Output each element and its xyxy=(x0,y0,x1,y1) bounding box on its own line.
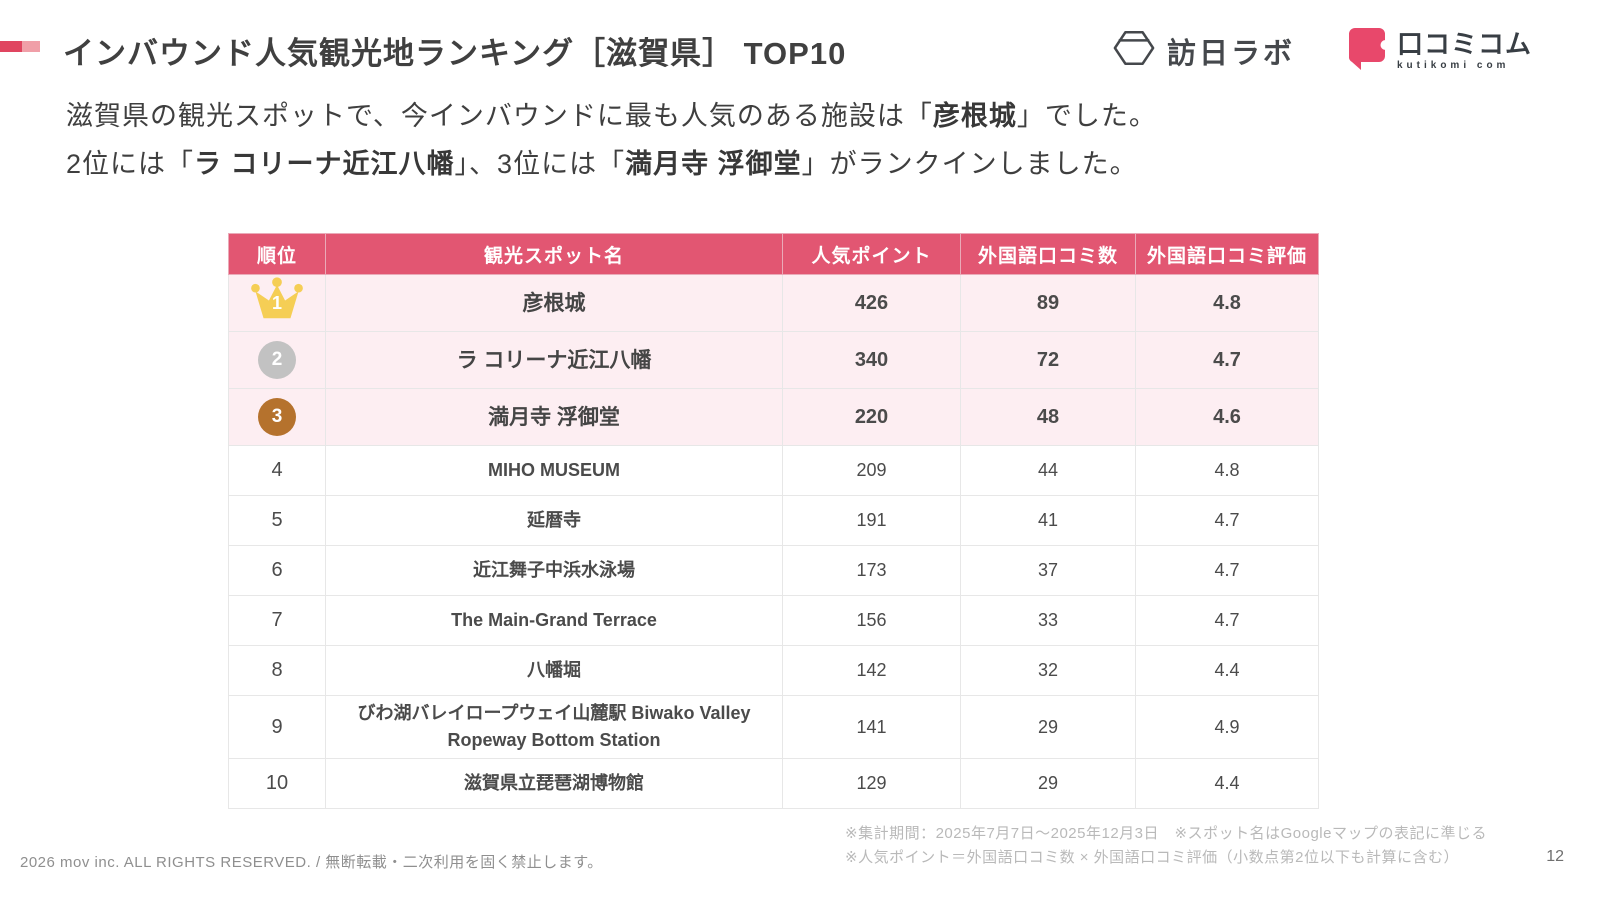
rating-value: 4.7 xyxy=(1135,495,1319,546)
rating-value: 4.4 xyxy=(1135,758,1319,809)
points-value: 156 xyxy=(782,595,961,646)
footnote-period: ※集計期間：2025年7月7日～2025年12月3日 ※スポット名はGoogle… xyxy=(845,825,1487,842)
kutikomi-subtitle: kutikomi com xyxy=(1396,59,1510,71)
table-row: 5 延暦寺 191 41 4.7 xyxy=(228,495,1319,546)
spot-name: ラ コリーナ近江八幡 xyxy=(325,331,783,389)
table-row: 4 MIHO MUSEUM 209 44 4.8 xyxy=(228,445,1319,496)
review-count-value: 41 xyxy=(960,495,1136,546)
points-value: 141 xyxy=(782,695,961,759)
review-count-value: 89 xyxy=(960,274,1136,332)
rank-number: 7 xyxy=(228,595,326,646)
copyright-notice: 2026 mov inc. ALL RIGHTS RESERVED. / 無断転… xyxy=(20,854,603,871)
review-count-value: 29 xyxy=(960,758,1136,809)
silver-medal-icon: 2 xyxy=(258,341,296,379)
rank-number: 6 xyxy=(228,545,326,596)
footnotes: ※集計期間：2025年7月7日～2025年12月3日 ※スポット名はGoogle… xyxy=(845,822,1487,870)
table-header-row: 順位 観光スポット名 人気ポイント 外国語口コミ数 外国語口コミ評価 xyxy=(228,233,1319,275)
review-count-value: 37 xyxy=(960,545,1136,596)
rank-badge-bronze: 3 xyxy=(228,388,326,446)
title-accent-dash xyxy=(0,41,40,52)
col-header-rank: 順位 xyxy=(228,233,326,275)
spot-name: 彦根城 xyxy=(325,274,783,332)
rank-badge-gold: 1 xyxy=(228,274,326,332)
table-row: 10 滋賀県立琵琶湖博物館 129 29 4.4 xyxy=(228,758,1319,809)
crown-icon: 1 xyxy=(249,277,305,323)
rank-number: 5 xyxy=(228,495,326,546)
hounichi-labo-wordmark: 訪日ラボ xyxy=(1166,37,1295,70)
kutikomi-wordmark: 口コミコム xyxy=(1396,28,1532,59)
table-row: 9 びわ湖バレイロープウェイ山麓駅 Biwako Valley Ropeway … xyxy=(228,695,1319,759)
col-header-review-count: 外国語口コミ数 xyxy=(960,233,1136,275)
footnote-formula: ※人気ポイント＝外国語口コミ数 × 外国語口コミ評価（小数点第2位以下も計算に含… xyxy=(845,849,1460,866)
rating-value: 4.8 xyxy=(1135,274,1319,332)
table-row: 2 ラ コリーナ近江八幡 340 72 4.7 xyxy=(228,331,1319,389)
col-header-spot-name: 観光スポット名 xyxy=(325,233,783,275)
spot-name: 八幡堀 xyxy=(325,645,783,696)
rating-value: 4.6 xyxy=(1135,388,1319,446)
spot-name: 滋賀県立琵琶湖博物館 xyxy=(325,758,783,809)
points-value: 173 xyxy=(782,545,961,596)
rating-value: 4.8 xyxy=(1135,445,1319,496)
review-count-value: 32 xyxy=(960,645,1136,696)
points-value: 209 xyxy=(782,445,961,496)
review-count-value: 44 xyxy=(960,445,1136,496)
spot-name: びわ湖バレイロープウェイ山麓駅 Biwako Valley Ropeway Bo… xyxy=(325,695,783,759)
rank-badge-silver: 2 xyxy=(228,331,326,389)
page-number: 12 xyxy=(1546,848,1564,865)
rating-value: 4.7 xyxy=(1135,331,1319,389)
ranking-table: 順位 観光スポット名 人気ポイント 外国語口コミ数 外国語口コミ評価 xyxy=(228,233,1319,809)
hounichi-labo-logo: 訪日ラボ xyxy=(1113,28,1295,73)
bronze-medal-icon: 3 xyxy=(258,398,296,436)
spot-name: 延暦寺 xyxy=(325,495,783,546)
table-row: 1 彦根城 426 89 4.8 xyxy=(228,274,1319,332)
lead-line-2: 2位には「ラ コリーナ近江八幡」、3位には「満月寺 浮御堂」がランクインしました… xyxy=(66,149,1138,179)
accent-dash-dark xyxy=(0,41,22,52)
review-count-value: 72 xyxy=(960,331,1136,389)
rating-value: 4.7 xyxy=(1135,545,1319,596)
rank-number: 9 xyxy=(228,695,326,759)
rating-value: 4.9 xyxy=(1135,695,1319,759)
table-row: 6 近江舞子中浜水泳場 173 37 4.7 xyxy=(228,545,1319,596)
rating-value: 4.4 xyxy=(1135,645,1319,696)
points-value: 129 xyxy=(782,758,961,809)
spot-name: The Main-Grand Terrace xyxy=(325,595,783,646)
col-header-review-rating: 外国語口コミ評価 xyxy=(1135,233,1319,275)
table-row: 3 満月寺 浮御堂 220 48 4.6 xyxy=(228,388,1319,446)
review-count-value: 29 xyxy=(960,695,1136,759)
table-row: 7 The Main-Grand Terrace 156 33 4.7 xyxy=(228,595,1319,646)
review-count-value: 33 xyxy=(960,595,1136,646)
col-header-points: 人気ポイント xyxy=(782,233,961,275)
speech-bubble-icon xyxy=(1347,26,1391,75)
points-value: 142 xyxy=(782,645,961,696)
spot-name: 満月寺 浮御堂 xyxy=(325,388,783,446)
rank-number: 8 xyxy=(228,645,326,696)
spot-name: MIHO MUSEUM xyxy=(325,445,783,496)
logo-group: 訪日ラボ 口コミコム kutikomi com xyxy=(1113,26,1532,75)
table-row: 8 八幡堀 142 32 4.4 xyxy=(228,645,1319,696)
review-count-value: 48 xyxy=(960,388,1136,446)
lead-line-1: 滋賀県の観光スポットで、今インバウンドに最も人気のある施設は「彦根城」でした。 xyxy=(66,101,1157,131)
points-value: 426 xyxy=(782,274,961,332)
page-title: インバウンド人気観光地ランキング［滋賀県］ TOP10 xyxy=(63,36,847,71)
kutikomi-logo: 口コミコム kutikomi com xyxy=(1347,26,1532,75)
rank-number: 4 xyxy=(228,445,326,496)
rating-value: 4.7 xyxy=(1135,595,1319,646)
points-value: 220 xyxy=(782,388,961,446)
rank-number: 10 xyxy=(228,758,326,809)
points-value: 191 xyxy=(782,495,961,546)
points-value: 340 xyxy=(782,331,961,389)
spot-name: 近江舞子中浜水泳場 xyxy=(325,545,783,596)
hexagon-lantern-icon xyxy=(1113,28,1155,73)
lead-paragraph: 滋賀県の観光スポットで、今インバウンドに最も人気のある施設は「彦根城」でした。 … xyxy=(66,92,1157,188)
accent-dash-light xyxy=(22,41,40,52)
